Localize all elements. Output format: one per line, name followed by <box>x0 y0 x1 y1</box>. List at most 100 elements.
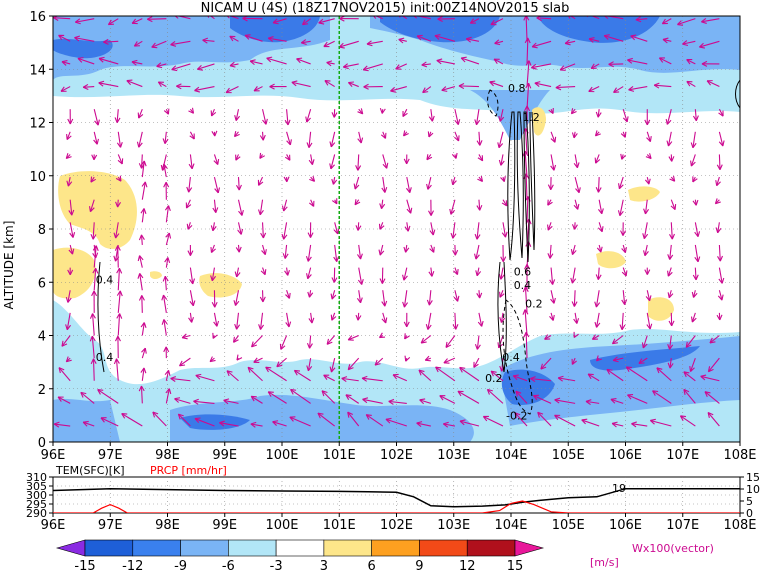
contour-lower-solid <box>497 261 507 373</box>
wind-arrow <box>645 290 652 302</box>
wind-arrow <box>398 37 407 44</box>
wind-arrow <box>454 109 461 126</box>
wind-arrow <box>667 335 674 350</box>
wind-arrow <box>272 18 287 25</box>
wind-arrow <box>390 86 407 93</box>
wind-arrow <box>194 86 215 93</box>
wind-arrow <box>177 413 191 427</box>
surface-left-tick-label: 295 <box>26 498 47 511</box>
wind-arrow <box>574 176 581 194</box>
wind-arrow <box>259 131 266 141</box>
wind-arrow <box>188 312 195 323</box>
wind-arrow <box>716 154 723 170</box>
wind-arrow <box>341 376 359 382</box>
wind-arrow <box>283 176 290 183</box>
wind-arrow <box>163 108 170 115</box>
wind-arrow <box>189 290 196 307</box>
wind-arrow <box>550 131 557 143</box>
wind-arrow <box>138 295 145 313</box>
surface-left-tick-label: 305 <box>26 480 47 493</box>
wind-arrow <box>347 81 359 88</box>
wind-arrow <box>65 312 72 331</box>
wind-arrow <box>469 18 480 24</box>
wind-arrow <box>573 199 580 210</box>
wind-arrow <box>670 199 677 211</box>
upper-strong-neg-2 <box>380 16 500 43</box>
tem-series <box>53 487 740 508</box>
wind-arrow <box>429 222 436 236</box>
wind-arrow <box>308 312 315 324</box>
wind-arrow <box>662 37 672 44</box>
x-tick-label: 99E <box>212 448 237 463</box>
wind-arrow <box>164 369 171 381</box>
wind-arrow <box>113 222 120 239</box>
wind-arrow <box>137 255 144 268</box>
wind-arrow <box>347 411 360 427</box>
wind-arrow <box>250 395 263 404</box>
wind-arrow <box>88 199 95 213</box>
x-tick-label: 103E <box>437 448 470 463</box>
wind-arrow <box>93 131 99 145</box>
wind-arrow <box>588 86 600 93</box>
wind-arrow <box>643 244 649 257</box>
wind-arrow <box>500 176 506 182</box>
wind-arrow <box>232 335 239 343</box>
wind-arrow <box>379 199 386 210</box>
wind-arrow <box>362 63 383 72</box>
contour-label: 0.4 <box>96 351 114 364</box>
wind-arrow <box>591 334 600 340</box>
wind-arrow <box>213 154 220 165</box>
wind-arrow <box>339 16 359 22</box>
wind-arrow <box>706 80 720 88</box>
y-tick-label: 6 <box>38 276 46 291</box>
wind-arrow <box>329 154 336 170</box>
wind-arrow <box>171 63 191 72</box>
wind-arrow <box>235 244 242 253</box>
wind-arrow <box>74 35 95 42</box>
wind-arrow <box>259 152 265 159</box>
surface-x-tick-label: 97E <box>98 518 123 533</box>
wind-arrow <box>165 388 172 404</box>
wind-arrow <box>379 267 386 284</box>
wind-arrow <box>306 131 313 148</box>
wind-arrow <box>403 244 410 253</box>
wind-arrow <box>253 86 263 92</box>
wind-arrow <box>137 273 144 291</box>
colorbar-tick-label: -12 <box>122 559 143 574</box>
wind-arrow <box>284 109 291 126</box>
wind-arrow <box>202 37 215 44</box>
wind-arrow <box>176 83 191 90</box>
wind-arrow <box>717 244 724 262</box>
wind-arrow <box>82 420 95 427</box>
wind-arrow <box>179 357 191 367</box>
wind-arrow <box>260 222 267 239</box>
wind-arrow <box>378 332 386 339</box>
wind-arrow <box>357 131 364 144</box>
wind-arrow <box>66 131 72 141</box>
wind-arrow <box>595 267 602 280</box>
wind-arrow <box>157 81 167 88</box>
wind-arrow <box>131 18 143 25</box>
wind-arrow <box>425 312 432 330</box>
wind-arrow <box>564 39 576 46</box>
wind-arrow <box>244 34 263 42</box>
wind-arrow <box>186 177 193 193</box>
wind-arrow <box>692 176 698 183</box>
wind-arrow <box>439 395 456 404</box>
wind-arrow <box>594 290 601 308</box>
wind-arrow <box>381 312 388 324</box>
wind-arrow <box>140 367 147 381</box>
wind-arrow <box>282 244 289 259</box>
wind-arrow <box>355 222 362 231</box>
surface-x-tick-label: 99E <box>212 518 237 533</box>
wind-arrow <box>357 267 364 285</box>
wind-arrow <box>188 107 195 114</box>
wind-arrow <box>80 391 95 404</box>
wind-vectors <box>53 16 725 428</box>
surface-right-tick-label: 10 <box>746 483 760 496</box>
x-tick-label: 96E <box>41 448 66 463</box>
upper-mid-neg-3 <box>470 90 550 140</box>
wind-arrow <box>385 417 407 427</box>
wind-arrow <box>644 176 651 185</box>
wind-arrow <box>121 413 143 427</box>
